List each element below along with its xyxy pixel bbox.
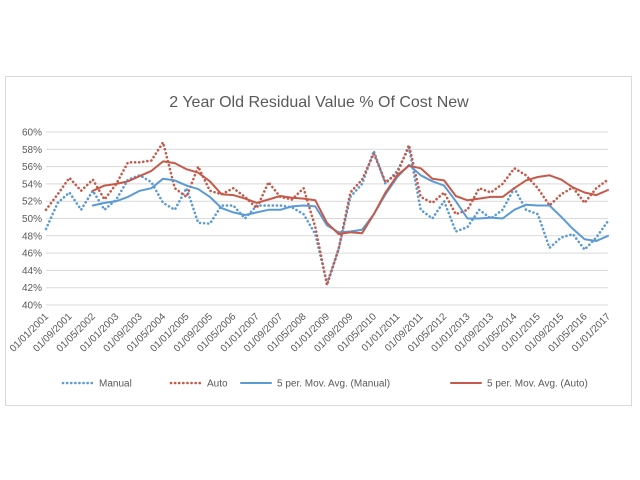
y-tick-label: 56%	[22, 162, 42, 173]
y-tick-label: 42%	[22, 283, 42, 294]
y-tick-label: 46%	[22, 249, 42, 260]
legend: Manual Auto 5 per. Mov. Avg. (Manual) 5 per…	[61, 379, 588, 390]
series-line	[91, 160, 609, 236]
chart-title: 2 Year Old Residual Value % Of Cost New	[169, 94, 469, 111]
legend-label: Auto	[207, 379, 228, 390]
series-lines	[44, 141, 610, 287]
series-line	[44, 141, 610, 287]
y-axis-ticks: 40% 42% 44% 46% 48% 50% 52% 54% 56% 58% 60%	[22, 128, 42, 312]
legend-label: Manual	[99, 379, 132, 390]
gridlines	[46, 131, 608, 306]
line-chart: 2 Year Old Residual Value % Of Cost New …	[8, 94, 613, 390]
y-tick-label: 54%	[22, 179, 42, 190]
series-line	[44, 146, 610, 285]
chart-area: 2 Year Old Residual Value % Of Cost New …	[5, 76, 632, 406]
y-tick-label: 52%	[22, 197, 42, 208]
x-axis-ticks: 01/01/200101/09/200101/05/200201/01/2003…	[8, 311, 613, 354]
y-tick-label: 58%	[22, 145, 42, 156]
y-tick-label: 50%	[22, 214, 42, 225]
legend-label: 5 per. Mov. Avg. (Manual)	[277, 379, 390, 390]
y-tick-label: 48%	[22, 231, 42, 242]
series-line	[91, 163, 609, 242]
y-tick-label: 44%	[22, 266, 42, 277]
y-tick-label: 60%	[22, 128, 42, 139]
y-tick-label: 40%	[22, 301, 42, 312]
legend-label: 5 per. Mov. Avg. (Auto)	[487, 379, 588, 390]
